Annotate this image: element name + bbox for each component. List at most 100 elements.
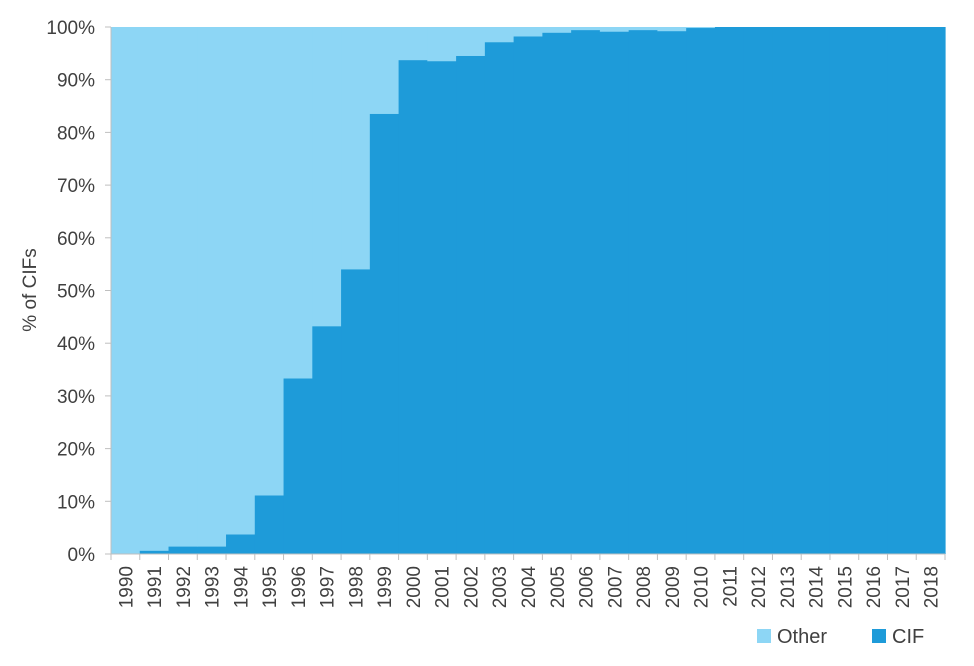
x-tick-label: 1990 <box>116 566 137 608</box>
other-segment-1992 <box>168 27 198 548</box>
x-tick-label: 2005 <box>548 566 569 608</box>
x-tick-label: 2002 <box>461 566 482 608</box>
y-tick-label: 100% <box>46 18 95 39</box>
cif-segment-2006 <box>571 30 601 555</box>
other-segment-2008 <box>628 27 659 31</box>
cif-segment-2010 <box>686 28 716 555</box>
y-tick-label: 0% <box>68 545 96 566</box>
x-tick-label: 2011 <box>720 566 741 607</box>
cif-segment-2000 <box>398 60 428 554</box>
other-segment-2007 <box>599 27 630 33</box>
x-tick-label: 2016 <box>864 566 885 608</box>
other-segment-2006 <box>571 27 601 31</box>
y-axis-ticks: 0% 10% 20% 30% 40% 50% 60% 70% 80% 90% 100% <box>46 18 111 566</box>
x-tick-label: 2000 <box>404 566 425 608</box>
cif-segment-1995 <box>254 495 285 554</box>
x-tick-label: 1995 <box>260 566 281 608</box>
x-tick-label: 2015 <box>835 566 856 608</box>
cif-segment-2014 <box>801 27 831 554</box>
x-tick-label: 1998 <box>346 566 367 608</box>
other-segment-1991 <box>139 27 170 552</box>
other-segment-2009 <box>657 27 687 32</box>
cif-segment-2013 <box>772 27 802 554</box>
cif-segment-2002 <box>456 55 486 555</box>
x-tick-label: 2012 <box>749 566 770 608</box>
cif-segment-1993 <box>197 546 227 554</box>
other-segment-1998 <box>341 27 371 270</box>
cif-segment-2007 <box>599 31 630 555</box>
other-segment-1993 <box>197 27 227 548</box>
x-tick-label: 1997 <box>318 566 339 608</box>
y-tick-label: 20% <box>57 440 95 461</box>
legend: Other CIF <box>757 626 924 648</box>
x-tick-label: 2007 <box>605 566 626 608</box>
legend-label-other: Other <box>777 626 827 648</box>
cif-segment-2017 <box>887 27 917 554</box>
x-tick-label: 1993 <box>203 566 224 608</box>
y-tick-label: 40% <box>57 334 95 355</box>
other-segment-1996 <box>283 27 313 379</box>
other-segment-1990 <box>111 27 141 555</box>
cif-segment-2012 <box>743 27 774 554</box>
x-tick-label: 2003 <box>490 566 511 608</box>
legend-swatch-cif <box>872 629 886 643</box>
cif-segment-1997 <box>312 326 342 554</box>
other-segment-2001 <box>427 27 457 62</box>
cif-segment-2004 <box>513 36 543 555</box>
cif-segment-2008 <box>628 30 659 555</box>
x-tick-label: 2009 <box>663 566 684 608</box>
other-segment-1994 <box>226 27 256 535</box>
other-segment-2003 <box>484 27 515 43</box>
cif-segment-1991 <box>139 550 170 554</box>
cif-segment-2001 <box>427 61 457 554</box>
cif-segment-1994 <box>226 534 256 554</box>
other-segment-1997 <box>312 27 342 327</box>
y-axis-title: % of CIFs <box>20 248 41 331</box>
x-tick-label: 1999 <box>375 566 396 608</box>
x-tick-label: 1992 <box>174 566 195 608</box>
legend-label-cif: CIF <box>892 626 924 648</box>
x-tick-label: 2017 <box>893 566 914 608</box>
x-tick-label: 2006 <box>577 566 598 608</box>
x-tick-label: 1994 <box>231 566 252 609</box>
y-tick-label: 80% <box>57 123 95 144</box>
cif-segment-2018 <box>916 27 946 554</box>
other-segment-2005 <box>542 27 572 34</box>
x-tick-label: 1991 <box>145 566 166 608</box>
cif-segment-1999 <box>369 113 400 555</box>
y-tick-label: 10% <box>57 492 95 513</box>
y-tick-label: 90% <box>57 71 95 92</box>
other-segment-1999 <box>369 27 400 115</box>
plot-area <box>111 27 946 555</box>
cif-segment-2015 <box>829 27 860 554</box>
y-tick-label: 70% <box>57 176 95 197</box>
x-tick-label: 2013 <box>778 566 799 608</box>
cif-segment-2005 <box>542 32 572 555</box>
cif-segment-1998 <box>341 269 371 554</box>
x-tick-label: 2008 <box>634 566 655 608</box>
x-tick-label: 2001 <box>433 566 454 608</box>
y-tick-label: 50% <box>57 282 95 303</box>
y-tick-label: 30% <box>57 387 95 408</box>
cif-segment-2011 <box>714 27 745 554</box>
other-segment-2000 <box>398 27 428 61</box>
cif-segment-2016 <box>858 27 889 554</box>
other-segment-2004 <box>513 27 543 37</box>
cif-segment-2009 <box>657 31 687 555</box>
x-tick-label: 2004 <box>519 566 540 609</box>
other-segment-2002 <box>456 27 486 57</box>
cif-segment-1992 <box>168 546 198 554</box>
other-segment-1995 <box>254 27 285 496</box>
cif-segment-1996 <box>283 378 313 554</box>
x-tick-label: 1996 <box>289 566 310 608</box>
other-segment-2010 <box>686 27 716 29</box>
x-tick-label: 2018 <box>922 566 943 608</box>
x-axis-ticks: 1990 1991 1992 1993 1994 1995 1996 1997 1998 1999… <box>110 554 946 609</box>
x-tick-label: 2014 <box>807 566 828 609</box>
legend-swatch-other <box>757 629 771 643</box>
y-tick-label: 60% <box>57 229 95 250</box>
cif-segment-2003 <box>484 42 515 554</box>
x-tick-label: 2010 <box>692 566 713 608</box>
